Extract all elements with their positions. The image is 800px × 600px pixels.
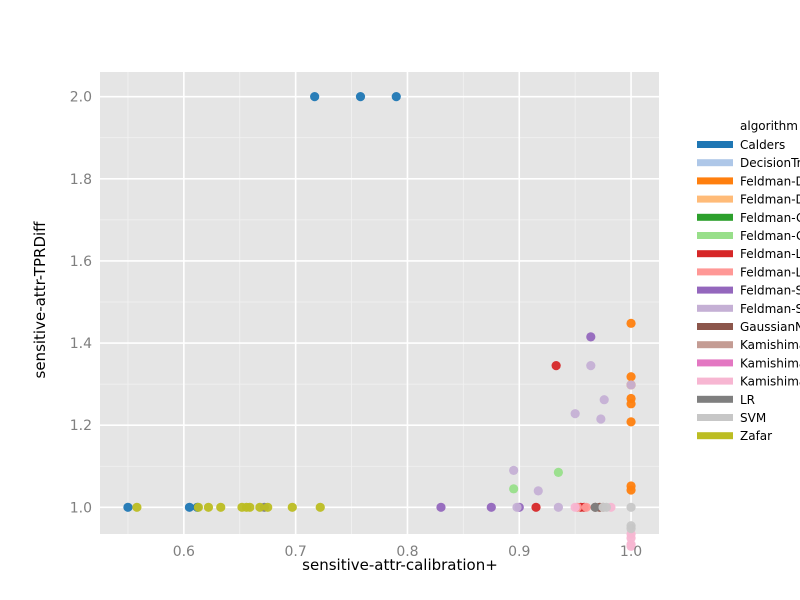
x-tick-label: 1.0	[620, 544, 642, 560]
legend-title: algorithm	[740, 119, 798, 133]
x-tick-label: 0.8	[396, 544, 418, 560]
data-point	[203, 502, 214, 512]
legend-swatch	[697, 341, 733, 349]
y-axis-title: sensitive-attr-TPRDiff	[31, 221, 49, 379]
legend-swatch	[697, 286, 733, 294]
data-point	[184, 502, 195, 512]
legend-label: SVM	[740, 411, 766, 425]
data-point	[512, 502, 522, 512]
legend-label: Feldman-SVM-numerical	[740, 302, 800, 316]
data-point	[596, 414, 606, 424]
legend: algorithm Calders DecisionTree Feldman-Dec…	[697, 119, 800, 443]
data-point	[123, 502, 133, 512]
legend-swatch	[697, 432, 733, 440]
data-point	[132, 502, 142, 512]
legend-swatch	[697, 323, 733, 330]
data-point	[570, 409, 580, 419]
data-point	[255, 502, 265, 512]
data-point	[355, 92, 366, 102]
legend-label: Feldman-GaussianNB	[740, 211, 800, 225]
plot-background	[100, 72, 659, 534]
x-tick-label: 0.9	[508, 544, 530, 560]
legend-swatch	[697, 195, 733, 203]
legend-swatch	[697, 395, 733, 403]
data-point	[599, 395, 609, 405]
legend-swatch	[697, 250, 733, 258]
data-point	[533, 486, 543, 496]
data-points	[123, 92, 636, 551]
legend-label: Feldman-LR	[740, 247, 800, 261]
legend-swatch	[697, 232, 733, 239]
legend-label: LR	[740, 393, 755, 407]
legend-label: Calders	[740, 138, 785, 152]
y-tick-label: 1.2	[70, 418, 92, 434]
data-point	[216, 502, 226, 512]
legend-label: GaussianNB	[740, 320, 800, 334]
legend-label: Feldman-GaussianNB-numerical	[740, 229, 800, 243]
legend-swatch	[697, 213, 733, 221]
data-point	[436, 502, 446, 512]
data-point	[601, 502, 612, 512]
data-point	[626, 380, 636, 390]
data-point	[581, 502, 591, 512]
data-point	[626, 485, 636, 495]
data-point	[263, 502, 273, 512]
legend-label: Kamishima-calibration	[740, 375, 800, 389]
legend-label: Kamishima	[740, 338, 800, 352]
data-point	[551, 361, 561, 371]
data-point	[315, 502, 325, 512]
legend-label: Kamishima-accuracy	[740, 356, 800, 370]
legend-swatch	[697, 377, 733, 385]
data-point	[531, 502, 541, 512]
data-point	[626, 541, 636, 551]
data-point	[310, 92, 320, 102]
legend-label: Zafar	[740, 429, 772, 443]
data-point	[626, 399, 636, 409]
data-point	[193, 502, 203, 512]
data-point	[590, 502, 600, 512]
legend-label: Feldman-DecisionTree-numerical	[740, 193, 800, 207]
data-point	[287, 502, 297, 512]
legend-label: Feldman-SVM	[740, 284, 800, 298]
data-point	[626, 417, 636, 427]
x-tick-label: 0.7	[285, 544, 307, 560]
data-point	[626, 524, 636, 534]
legend-label: DecisionTree	[740, 156, 800, 170]
data-point	[626, 372, 636, 382]
legend-swatch	[697, 268, 733, 276]
data-point	[509, 465, 519, 475]
data-point	[586, 361, 596, 371]
y-tick-label: 2.0	[70, 90, 92, 106]
data-point	[626, 502, 636, 512]
y-tick-label: 1.0	[70, 500, 92, 516]
y-tick-labels: 1.0 1.2 1.4 1.6 1.8 2.0	[70, 90, 92, 517]
legend-swatch	[697, 141, 733, 148]
x-tick-labels: 0.6 0.7 0.8 0.9 1.0	[173, 544, 642, 560]
data-point	[391, 92, 401, 102]
y-tick-label: 1.4	[70, 336, 92, 352]
data-point	[509, 484, 519, 494]
data-point	[626, 318, 636, 328]
y-tick-label: 1.6	[70, 254, 92, 270]
data-point	[553, 502, 563, 512]
legend-swatch	[697, 177, 733, 185]
legend-label: Feldman-DecisionTree	[740, 174, 800, 188]
data-point	[486, 502, 496, 512]
data-point	[586, 332, 596, 342]
legend-label: Feldman-LR-numerical	[740, 265, 800, 279]
data-point	[553, 467, 563, 477]
x-tick-label: 0.6	[173, 544, 195, 560]
data-point	[245, 502, 255, 512]
data-point	[570, 502, 580, 512]
x-axis-title: sensitive-attr-calibration+	[302, 556, 498, 574]
grid	[100, 72, 659, 534]
y-tick-label: 1.8	[70, 172, 92, 188]
legend-swatch	[697, 414, 733, 421]
legend-swatch	[697, 304, 733, 312]
legend-swatch	[697, 159, 733, 167]
legend-swatch	[697, 359, 733, 367]
